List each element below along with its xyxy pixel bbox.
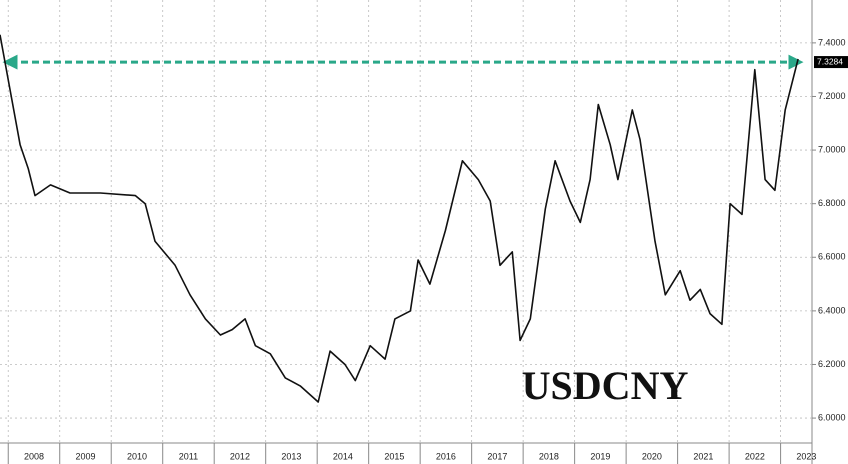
y-tick-label: 6.0000 <box>818 412 846 422</box>
y-tick-label: 6.8000 <box>818 198 846 208</box>
plot <box>0 34 804 403</box>
x-tick-label: 2022 <box>745 451 765 461</box>
chart-title: USDCNY <box>522 363 689 408</box>
x-tick-label: 2008 <box>24 451 44 461</box>
x-tick-label: 2021 <box>693 451 713 461</box>
y-tick-label: 6.2000 <box>818 359 846 369</box>
x-tick-label: 2023 <box>796 451 816 461</box>
x-tick-label: 2016 <box>436 451 456 461</box>
x-tick-label: 2017 <box>487 451 507 461</box>
last-value-box <box>814 56 848 69</box>
x-tick-label: 2019 <box>590 451 610 461</box>
y-tick-label: 6.4000 <box>818 305 846 315</box>
last-value-label: 7.3284 <box>817 56 843 66</box>
x-tick-label: 2009 <box>75 451 95 461</box>
x-tick-label: 2011 <box>179 451 198 461</box>
price-line <box>0 34 799 403</box>
y-tick-label: 6.6000 <box>818 252 846 262</box>
x-tick-label: 2015 <box>384 451 404 461</box>
x-tick-label: 2010 <box>127 451 147 461</box>
x-tick-label: 2018 <box>539 451 559 461</box>
x-tick-label: 2020 <box>642 451 662 461</box>
y-tick-label: 7.0000 <box>818 144 846 154</box>
x-tick-label: 2013 <box>281 451 301 461</box>
y-tick-label: 7.2000 <box>818 91 846 101</box>
y-tick-label: 7.4000 <box>818 37 846 47</box>
grid <box>0 0 812 443</box>
x-tick-label: 2014 <box>333 451 353 461</box>
x-tick-label: 2012 <box>230 451 250 461</box>
